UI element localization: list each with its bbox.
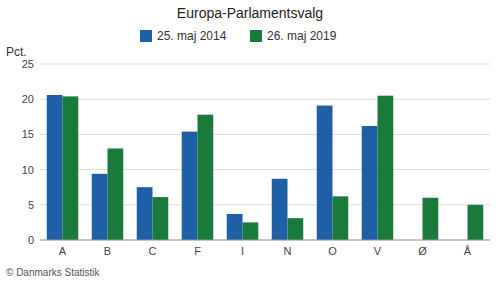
legend: 25. maj 2014 26. maj 2019 — [140, 29, 337, 43]
x-tick-label: Ø — [418, 245, 427, 257]
grid-line — [40, 134, 490, 135]
bar — [137, 187, 153, 240]
x-tick-label: A — [59, 245, 67, 257]
y-tick-label: 5 — [28, 199, 34, 211]
bar — [362, 126, 378, 240]
legend-label: 25. maj 2014 — [157, 29, 227, 43]
bar — [63, 96, 79, 240]
bar — [423, 198, 439, 240]
x-tick-label: F — [194, 245, 201, 257]
bar — [288, 218, 304, 240]
legend-swatch — [140, 30, 152, 42]
x-axis: ABCFINOVØÅ — [59, 245, 472, 257]
x-tick-label: Å — [464, 245, 472, 257]
footer: © Danmarks Statistik — [6, 267, 101, 278]
y-tick-label: 25 — [22, 58, 34, 70]
bar — [317, 106, 333, 240]
chart-container: Europa-Parlamentsvalg 25. maj 2014 26. maj… — [0, 0, 500, 282]
bar — [182, 132, 198, 240]
x-tick-label: C — [149, 245, 157, 257]
y-tick-label: 15 — [22, 128, 34, 140]
x-tick-label: N — [284, 245, 292, 257]
x-tick-label: I — [241, 245, 244, 257]
grid-line — [40, 64, 490, 65]
bar — [272, 179, 288, 240]
bars — [47, 95, 484, 240]
y-tick-label: 0 — [28, 234, 34, 246]
bar — [333, 196, 349, 240]
x-tick-label: V — [374, 245, 382, 257]
bar — [108, 148, 124, 240]
bar — [243, 222, 259, 240]
bar — [468, 205, 484, 240]
legend-label: 26. maj 2019 — [267, 29, 337, 43]
y-tick-label: 20 — [22, 93, 34, 105]
bar — [198, 115, 214, 240]
bar — [92, 174, 108, 240]
bar — [153, 197, 169, 240]
y-axis-label: Pct. — [6, 45, 27, 59]
grid-line — [40, 240, 490, 241]
grid-line — [40, 99, 490, 100]
bar — [227, 214, 243, 240]
bar — [47, 95, 63, 240]
y-tick-label: 10 — [22, 164, 34, 176]
bar — [378, 96, 394, 240]
legend-swatch — [250, 30, 262, 42]
title: Europa-Parlamentsvalg — [177, 5, 323, 21]
y-axis: 0 5 10 15 20 25 — [22, 58, 490, 246]
x-tick-label: O — [328, 245, 337, 257]
chart: Europa-Parlamentsvalg 25. maj 2014 26. maj… — [0, 0, 500, 282]
x-axis-line — [40, 240, 490, 241]
x-tick-label: B — [104, 245, 111, 257]
